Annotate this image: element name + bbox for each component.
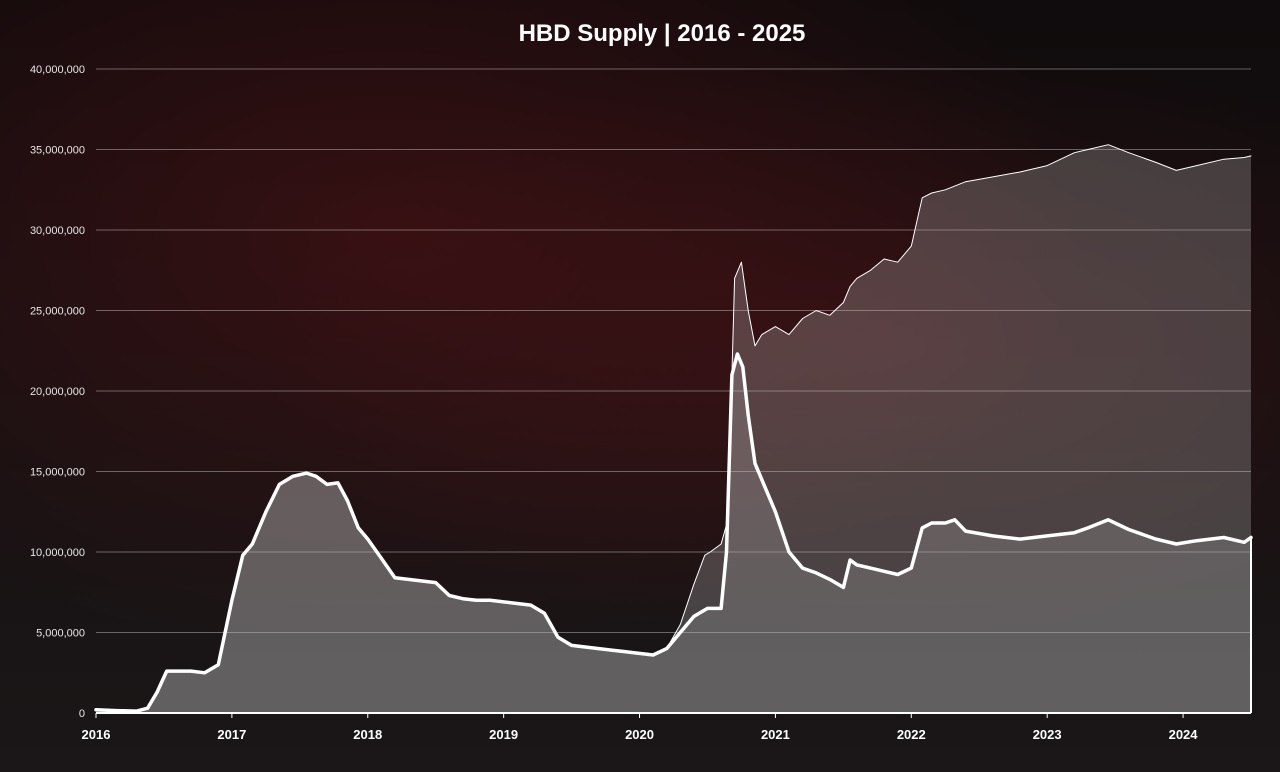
y-tick-label: 20,000,000 — [30, 386, 85, 398]
y-tick-label: 25,000,000 — [30, 306, 85, 318]
series-1-area — [96, 144, 1251, 713]
x-tick-label: 2016 — [82, 727, 111, 742]
y-tick-label: 5,000,000 — [36, 628, 85, 640]
y-tick-label: 0 — [79, 708, 85, 720]
x-tick-label: 2019 — [489, 727, 518, 742]
x-tick-label: 2022 — [897, 727, 926, 742]
series-2-area — [96, 354, 1251, 713]
y-tick-label: 30,000,000 — [30, 225, 85, 237]
x-tick-label: 2021 — [761, 727, 790, 742]
series-layer — [94, 144, 1253, 713]
y-tick-label: 10,000,000 — [30, 547, 85, 559]
x-tick-label: 2020 — [625, 727, 654, 742]
x-tick-label: 2018 — [353, 727, 382, 742]
y-tick-label: 35,000,000 — [30, 145, 85, 157]
y-tick-label: 40,000,000 — [30, 64, 85, 76]
x-tick-label: 2024 — [1169, 727, 1199, 742]
y-tick-label: 15,000,000 — [30, 467, 85, 479]
x-tick-label: 2017 — [217, 727, 246, 742]
chart-title: HBD Supply | 2016 - 2025 — [519, 20, 806, 47]
axis-layer: 0 5,000,000 10,000,000 15,000,000 20,000,000… — [30, 64, 1252, 742]
series-2-line — [94, 352, 1253, 713]
grid-layer — [96, 68, 1251, 633]
x-tick-label: 2023 — [1033, 727, 1062, 742]
